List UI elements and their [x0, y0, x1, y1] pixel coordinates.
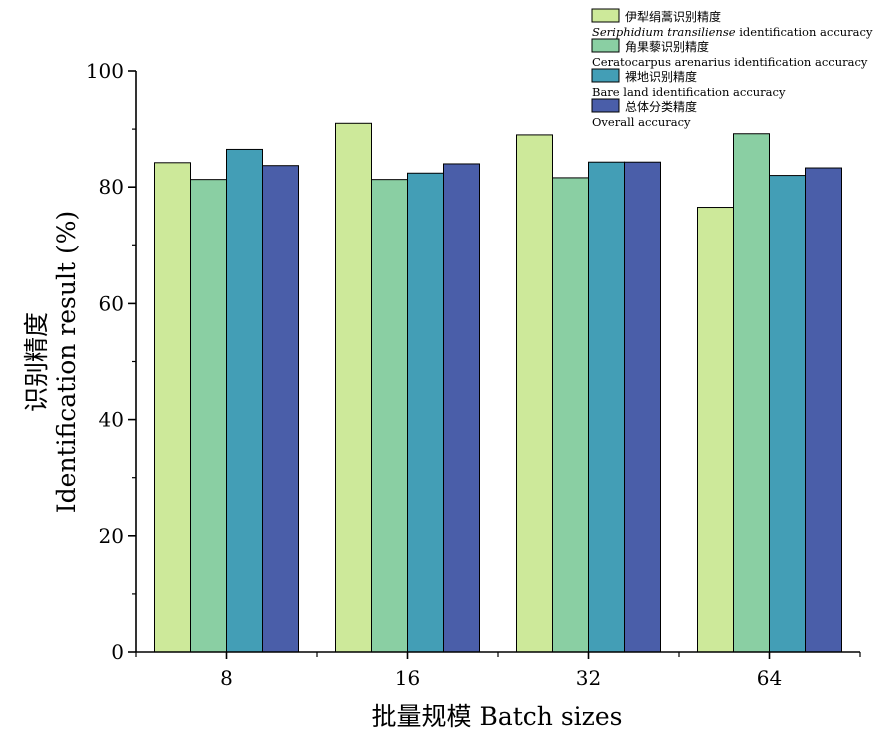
bar-s3-16	[407, 172, 444, 653]
x-tick-label: 64	[757, 666, 782, 690]
legend-label-cn-1: 伊犁绢蒿识别精度	[625, 9, 721, 24]
y-tick-label: 100	[86, 59, 124, 83]
bar-s4-64	[805, 167, 842, 653]
bar-s2-64	[733, 133, 770, 653]
bar-s1-16	[335, 122, 372, 653]
bar-s2-16	[371, 179, 408, 653]
bar-s3-32	[588, 161, 625, 653]
bar-s1-64	[697, 207, 734, 653]
y-tick-label: 20	[99, 524, 124, 548]
x-tick-label: 8	[220, 666, 233, 690]
legend-swatch-1	[591, 8, 620, 23]
legend-label-en-3: Bare land identification accuracy	[592, 85, 786, 99]
y-axis-label-en: Identification result (%)	[52, 211, 81, 513]
bar-s2-32	[552, 177, 589, 653]
bar-s3-8	[226, 148, 263, 653]
legend-swatch-4	[591, 98, 620, 113]
y-axis-label-cn: 识别精度	[22, 312, 51, 412]
bars	[154, 122, 842, 653]
x-ticks: 8 16 32 64	[135, 652, 861, 690]
legend-label-cn-2: 角果藜识别精度	[625, 39, 709, 54]
legend-label-en-4: Overall accuracy	[592, 115, 691, 129]
bar-s1-8	[154, 162, 191, 653]
legend-label-en-1: Seriphidium transiliense identification …	[592, 25, 873, 39]
legend-swatch-3	[591, 68, 620, 83]
y-tick-label: 60	[99, 291, 124, 315]
x-tick-label: 16	[395, 666, 420, 690]
y-tick-label: 40	[99, 408, 124, 432]
bar-s2-8	[190, 179, 227, 653]
plot-area: 0 20 40 60 80 100 8 16 32 64	[86, 59, 861, 690]
legend-swatch-2	[591, 38, 620, 53]
x-tick-label: 32	[576, 666, 601, 690]
bar-s4-32	[624, 161, 661, 653]
bar-s4-8	[262, 165, 299, 653]
y-tick-label: 80	[99, 175, 124, 199]
y-ticks: 0 20 40 60 80 100	[86, 59, 136, 664]
legend-label-cn-3: 裸地识别精度	[625, 69, 697, 84]
bar-s4-16	[443, 163, 480, 653]
legend-label-en-2: Ceratocarpus arenarius identification ac…	[592, 55, 868, 69]
y-tick-label: 0	[111, 640, 124, 664]
x-axis-label: 批量规模 Batch sizes	[372, 702, 623, 731]
bar-s3-64	[769, 175, 806, 653]
bar-s1-32	[516, 134, 553, 653]
legend-label-cn-4: 总体分类精度	[625, 99, 697, 114]
